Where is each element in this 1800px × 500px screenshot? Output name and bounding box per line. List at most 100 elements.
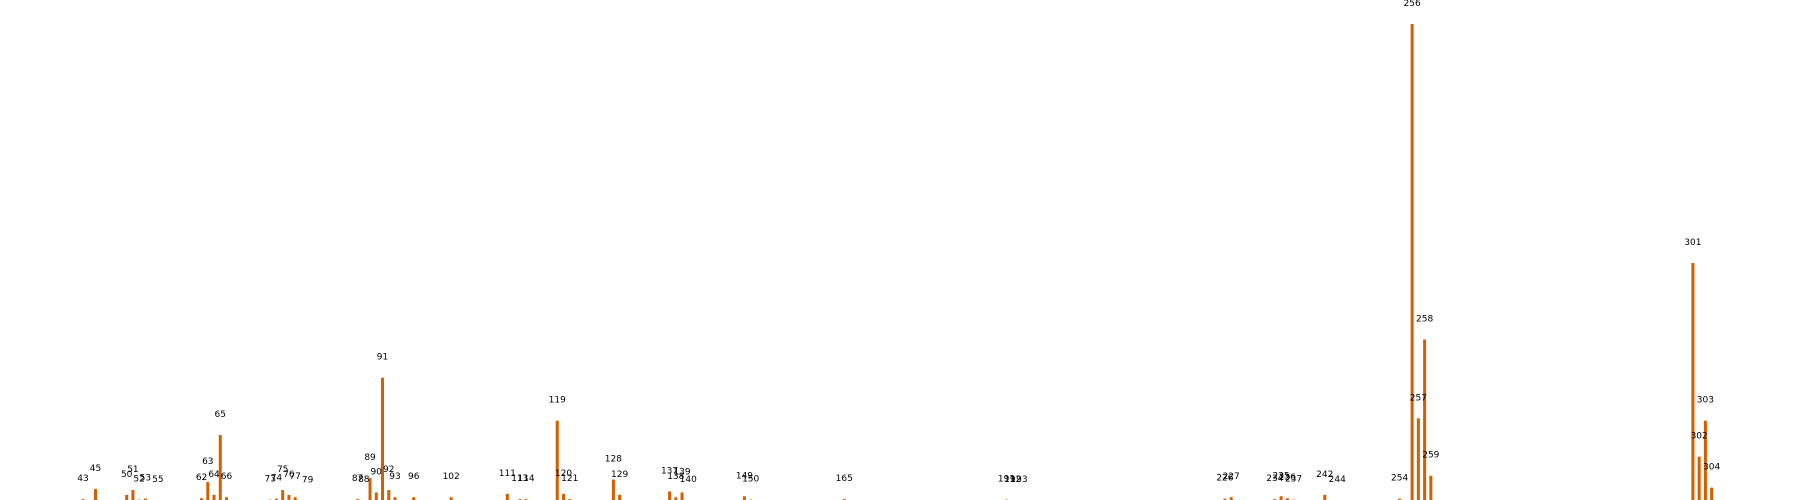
bar-label-64: 64 — [208, 470, 220, 480]
bar-label-74: 74 — [271, 474, 283, 484]
bar-label-51: 51 — [127, 465, 138, 475]
bar-label-227: 227 — [1223, 472, 1240, 482]
bar-50 — [125, 494, 129, 500]
bar-256 — [1410, 24, 1414, 500]
bar-label-43: 43 — [77, 474, 88, 484]
bar-149 — [742, 496, 746, 500]
bar-90 — [374, 492, 378, 500]
bar-53 — [143, 498, 147, 500]
bar-label-65: 65 — [215, 410, 226, 420]
bar-259 — [1429, 475, 1433, 500]
bar-93 — [393, 497, 397, 500]
bar-304 — [1710, 487, 1714, 500]
bar-label-259: 259 — [1422, 451, 1439, 461]
bar-label-301: 301 — [1684, 238, 1701, 248]
bar-label-91: 91 — [377, 353, 388, 363]
bar-129 — [618, 494, 622, 500]
bar-label-150: 150 — [742, 475, 759, 485]
bar-label-242: 242 — [1316, 470, 1333, 480]
bar-label-128: 128 — [605, 455, 622, 465]
bar-label-102: 102 — [443, 472, 460, 482]
bar-301 — [1691, 263, 1695, 500]
bar-257 — [1416, 418, 1420, 500]
bar-label-87: 87 — [352, 474, 363, 484]
bar-label-192: 192 — [1004, 475, 1021, 485]
bar-label-53: 53 — [140, 474, 151, 484]
bar-64 — [212, 494, 216, 500]
bar-77 — [293, 497, 297, 500]
bar-label-304: 304 — [1703, 463, 1720, 473]
bar-label-75: 75 — [277, 465, 288, 475]
bar-label-138: 138 — [667, 472, 684, 482]
bar-series — [81, 24, 1714, 500]
bar-242 — [1323, 494, 1327, 500]
bar-96 — [412, 497, 416, 500]
bar-label-139: 139 — [673, 467, 690, 477]
bar-label-89: 89 — [364, 453, 376, 463]
bar-label-120: 120 — [555, 469, 572, 479]
bar-label-90: 90 — [371, 467, 383, 477]
bar-128 — [611, 479, 615, 500]
bar-258 — [1423, 339, 1427, 500]
bar-label-76: 76 — [283, 470, 295, 480]
bar-label-73: 73 — [264, 475, 275, 485]
bar-label-234: 234 — [1266, 474, 1283, 484]
bar-102 — [449, 497, 453, 500]
bar-label-303: 303 — [1697, 396, 1714, 406]
bar-label-114: 114 — [517, 474, 534, 484]
bar-label-236: 236 — [1279, 473, 1296, 483]
bar-label-257: 257 — [1410, 393, 1427, 403]
bar-76 — [287, 494, 291, 500]
bar-91 — [381, 377, 385, 500]
bar-label-77: 77 — [289, 472, 300, 482]
bar-label-129: 129 — [611, 470, 628, 480]
bar-label-140: 140 — [680, 475, 697, 485]
bar-62 — [200, 498, 204, 500]
bar-236 — [1285, 498, 1289, 500]
bar-label-111: 111 — [499, 469, 516, 479]
bar-label-79: 79 — [302, 476, 314, 486]
bar-label-237: 237 — [1285, 475, 1302, 485]
bar-label-88: 88 — [358, 475, 370, 485]
bar-119 — [555, 420, 559, 500]
bar-138 — [674, 497, 678, 500]
bar-label-137: 137 — [661, 466, 678, 476]
bar-66 — [225, 497, 229, 500]
bar-label-149: 149 — [736, 471, 753, 481]
bar-label-121: 121 — [561, 474, 578, 484]
bar-label-45: 45 — [90, 464, 101, 474]
bar-227 — [1229, 497, 1233, 500]
bar-label-92: 92 — [383, 465, 394, 475]
bar-label-55: 55 — [152, 475, 163, 485]
bar-92 — [387, 490, 391, 500]
bar-label-244: 244 — [1329, 475, 1346, 485]
bar-label-50: 50 — [121, 470, 133, 480]
bar-235 — [1279, 496, 1283, 500]
bar-label-119: 119 — [549, 396, 566, 406]
bar-120 — [561, 493, 565, 500]
bar-302 — [1697, 456, 1701, 500]
bar-label-62: 62 — [196, 473, 207, 483]
bar-label-254: 254 — [1391, 474, 1408, 484]
bar-label-165: 165 — [836, 474, 853, 484]
bar-label-63: 63 — [202, 457, 213, 467]
bar-label-226: 226 — [1216, 474, 1233, 484]
bar-label-93: 93 — [389, 472, 400, 482]
bar-303 — [1703, 420, 1707, 500]
bar-139 — [680, 492, 684, 500]
bar-74 — [274, 498, 278, 500]
bar-75 — [281, 490, 285, 500]
bar-label-235: 235 — [1272, 471, 1289, 481]
bar-label-193: 193 — [1010, 475, 1027, 485]
bar-226 — [1223, 498, 1227, 500]
bar-65 — [218, 435, 222, 500]
bar-254 — [1398, 498, 1402, 500]
bar-label-258: 258 — [1416, 314, 1433, 324]
bar-label-256: 256 — [1404, 0, 1421, 9]
bar-label-302: 302 — [1691, 432, 1708, 442]
bar-63 — [206, 481, 210, 500]
bar-45 — [93, 489, 97, 500]
bar-137 — [668, 491, 672, 500]
